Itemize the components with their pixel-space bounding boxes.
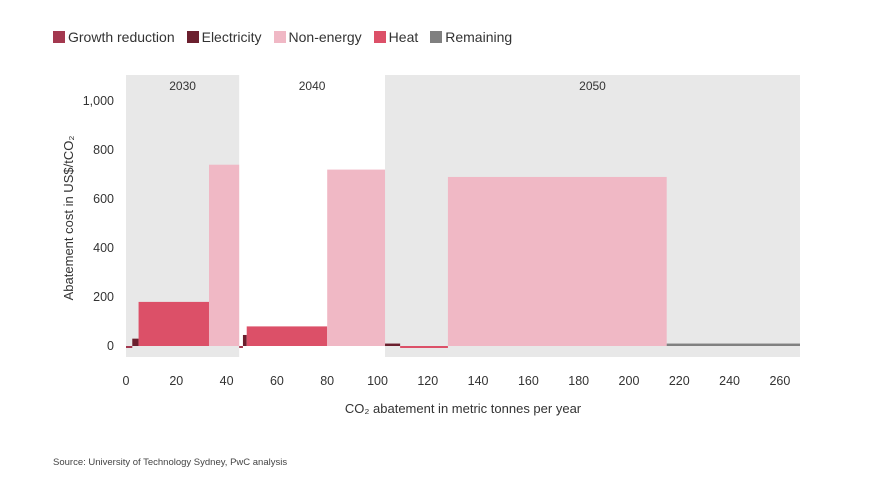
x-tick-label: 200 bbox=[619, 374, 640, 388]
legend-item: Growth reduction bbox=[53, 29, 175, 45]
bar bbox=[239, 346, 243, 348]
legend-swatch bbox=[273, 31, 286, 43]
legend-item: Electricity bbox=[186, 29, 262, 45]
source-note: Source: University of Technology Sydney,… bbox=[53, 457, 288, 468]
chart-legend: Growth reduction Electricity Non-energy Hea… bbox=[53, 29, 524, 45]
x-tick-label: 260 bbox=[769, 374, 790, 388]
period-label: 2050 bbox=[579, 79, 606, 93]
legend-swatch bbox=[373, 31, 386, 43]
bar bbox=[138, 301, 209, 346]
legend-item: Heat bbox=[373, 29, 419, 45]
bar bbox=[666, 343, 800, 346]
y-tick-label: 400 bbox=[93, 241, 114, 255]
bar bbox=[400, 346, 448, 348]
y-tick-label: 800 bbox=[93, 143, 114, 157]
x-tick-label: 120 bbox=[417, 374, 438, 388]
legend-item: Non-energy bbox=[273, 29, 362, 45]
x-tick-label: 140 bbox=[468, 374, 489, 388]
period-label: 2040 bbox=[299, 79, 326, 93]
legend-swatch bbox=[430, 31, 443, 43]
x-tick-label: 40 bbox=[220, 374, 234, 388]
x-tick-label: 60 bbox=[270, 374, 284, 388]
x-tick-label: 100 bbox=[367, 374, 388, 388]
legend-label: Growth reduction bbox=[68, 29, 175, 45]
legend-swatch bbox=[53, 31, 65, 43]
x-axis-label: CO₂ abatement in metric tonnes per year bbox=[345, 401, 582, 416]
x-tick-label: 160 bbox=[518, 374, 539, 388]
y-tick-label: 0 bbox=[107, 339, 114, 353]
legend-label: Non-energy bbox=[288, 29, 362, 45]
bar bbox=[246, 326, 328, 346]
legend-item: Remaining bbox=[430, 29, 512, 45]
x-tick-label: 180 bbox=[568, 374, 589, 388]
bar bbox=[327, 169, 386, 346]
legend-swatch bbox=[186, 31, 199, 43]
legend-label: Electricity bbox=[201, 29, 262, 45]
bar bbox=[132, 338, 139, 346]
legend-label: Heat bbox=[388, 29, 419, 45]
x-tick-label: 240 bbox=[719, 374, 740, 388]
period-label: 2030 bbox=[169, 79, 196, 93]
legend-label: Remaining bbox=[445, 29, 513, 45]
bar bbox=[447, 176, 667, 346]
x-tick-label: 20 bbox=[169, 374, 183, 388]
x-tick-label: 80 bbox=[320, 374, 334, 388]
bar bbox=[208, 164, 240, 346]
y-tick-label: 1,000 bbox=[83, 94, 114, 108]
y-axis-label: Abatement cost in US$/tCO₂ bbox=[61, 136, 76, 301]
x-tick-label: 220 bbox=[669, 374, 690, 388]
bar bbox=[242, 334, 247, 346]
bar bbox=[126, 346, 133, 348]
y-tick-label: 200 bbox=[93, 290, 114, 304]
x-tick-label: 0 bbox=[123, 374, 130, 388]
bar bbox=[385, 343, 401, 346]
y-tick-label: 600 bbox=[93, 192, 114, 206]
